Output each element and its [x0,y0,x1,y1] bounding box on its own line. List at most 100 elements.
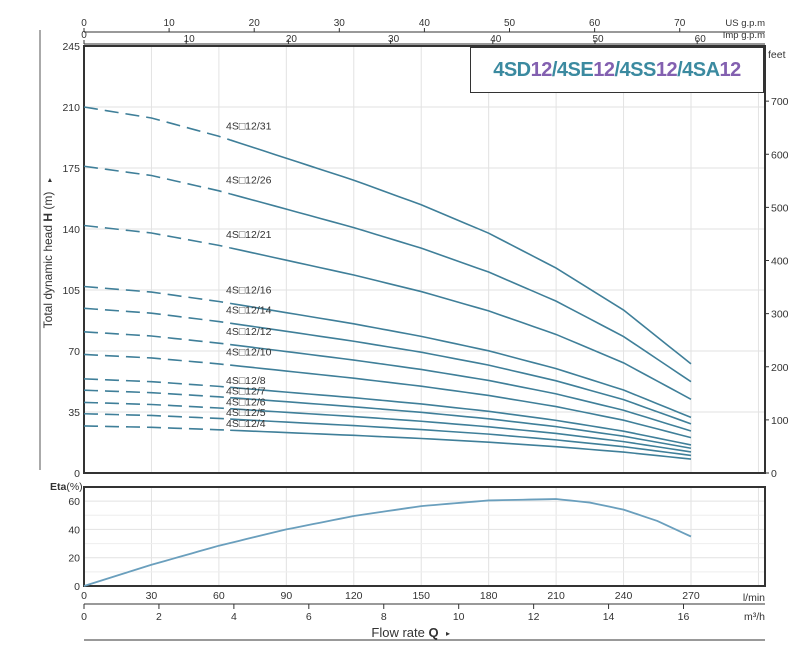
series-line [230,322,692,425]
y-tick-label: 245 [62,41,80,53]
top-axis-tick-label: 60 [589,18,601,29]
series-label: 4S□12/26 [226,175,272,187]
series-line [230,418,692,457]
top-axis-tick-label: 70 [674,18,686,29]
series-line [229,302,692,419]
top-axis-tick-label: 0 [81,30,87,41]
series-line [229,193,692,383]
lmin-tick-label: 0 [81,590,87,602]
y2-tick-label: 600 [771,149,789,161]
eta-tick-label: 20 [68,553,80,565]
series-label: 4S□12/16 [226,285,272,297]
head-plot-frame [83,45,766,474]
top-axis-tick-label: 30 [388,34,400,45]
series-line [230,364,692,439]
title-part: 12 [655,58,678,81]
top-axis-unit: Imp g.p.m [723,30,765,41]
eta-tick-label: 60 [68,496,80,508]
series-dashed-line [83,412,231,420]
series-dashed-line [83,378,231,389]
chart-title: 4SD 12/4SE 12/4SS 12/4SA 12 [470,47,764,93]
lmin-tick-label: 60 [213,590,225,602]
series-dashed-line [83,425,231,432]
lmin-tick-label: 240 [615,590,633,602]
lmin-unit: l/min [743,592,765,604]
series-dashed-line [83,401,231,410]
y2-tick-label: 700 [771,96,789,108]
top-axis-tick-label: 10 [184,34,196,45]
title-part: 12 [719,58,742,81]
top-axis-tick-label: 20 [249,18,261,29]
series-line [229,139,692,365]
series-label: 4S□12/31 [226,120,272,132]
m3h-tick-label: 14 [603,611,615,623]
top-axis-tick-label: 60 [695,34,707,45]
m3h-tick-label: 10 [453,611,465,623]
lmin-tick-label: 180 [480,590,498,602]
y-tick-label: 35 [68,407,80,419]
lmin-tick-label: 270 [682,590,700,602]
lmin-tick-label: 90 [280,590,292,602]
series-dashed-line [83,389,231,399]
m3h-tick-label: 6 [306,611,312,623]
series-label: 4S□12/21 [226,229,272,241]
series-dashed-line [83,285,231,305]
series-line [229,247,692,400]
y-tick-label: 0 [74,468,80,480]
series-line [230,343,692,432]
series-label: 4S□12/12 [226,326,272,338]
y2-axis-label: feet [768,49,786,61]
lmin-tick-label: 150 [412,590,430,602]
m3h-tick-label: 16 [678,611,690,623]
x-axis-arrow-icon: ▸ [446,629,450,638]
eta-line [83,498,692,587]
y2-tick-label: 200 [771,362,789,374]
y-tick-label: 105 [62,285,80,297]
y-axis-label: Total dynamic head H (m) [41,192,55,329]
y2-tick-label: 500 [771,202,789,214]
top-axis-tick-label: 0 [81,18,87,29]
series-dashed-line [83,224,231,249]
title-part: /4SE [551,58,594,81]
y2-tick-label: 0 [771,468,777,480]
series-label: 4S□12/6 [226,396,266,408]
lmin-tick-label: 120 [345,590,363,602]
series-label: 4S□12/8 [226,375,266,387]
top-axis-tick-label: 10 [164,18,176,29]
y2-tick-label: 100 [771,415,789,427]
title-part: 12 [593,58,615,81]
top-axis-tick-label: 40 [419,18,431,29]
eta-tick-label: 40 [68,524,80,536]
m3h-tick-label: 4 [231,611,237,623]
series-line [230,396,692,450]
top-axis-tick-label: 50 [504,18,516,29]
series-label: 4S□12/10 [226,347,272,359]
m3h-unit: m³/h [744,611,765,623]
series-line [230,407,692,453]
lmin-tick-label: 30 [146,590,158,602]
y-tick-label: 210 [62,102,80,114]
title-part: /4SA [677,58,720,81]
title-part: 12 [530,58,553,81]
x-axis-label: Flow rate Q [371,625,438,640]
m3h-tick-label: 2 [156,611,162,623]
title-part: 4SD [493,58,531,81]
top-axis-tick-label: 50 [592,34,604,45]
top-axis-tick-label: 30 [334,18,346,29]
top-axis-unit: US g.p.m [725,18,765,29]
y-tick-label: 175 [62,163,80,175]
series-label: 4S□12/14 [226,305,272,317]
series-line [230,429,692,460]
series-label: 4S□12/4 [226,418,266,430]
top-axis-tick-label: 20 [286,34,298,45]
series-dashed-line [83,165,231,195]
top-axis-tick-label: 40 [490,34,502,45]
eta-tick-label: 0 [74,581,80,593]
y2-tick-label: 300 [771,309,789,321]
y-tick-label: 70 [68,346,80,358]
series-label: 4S□12/5 [226,407,266,419]
series-dashed-line [83,331,231,346]
lmin-tick-label: 210 [547,590,565,602]
